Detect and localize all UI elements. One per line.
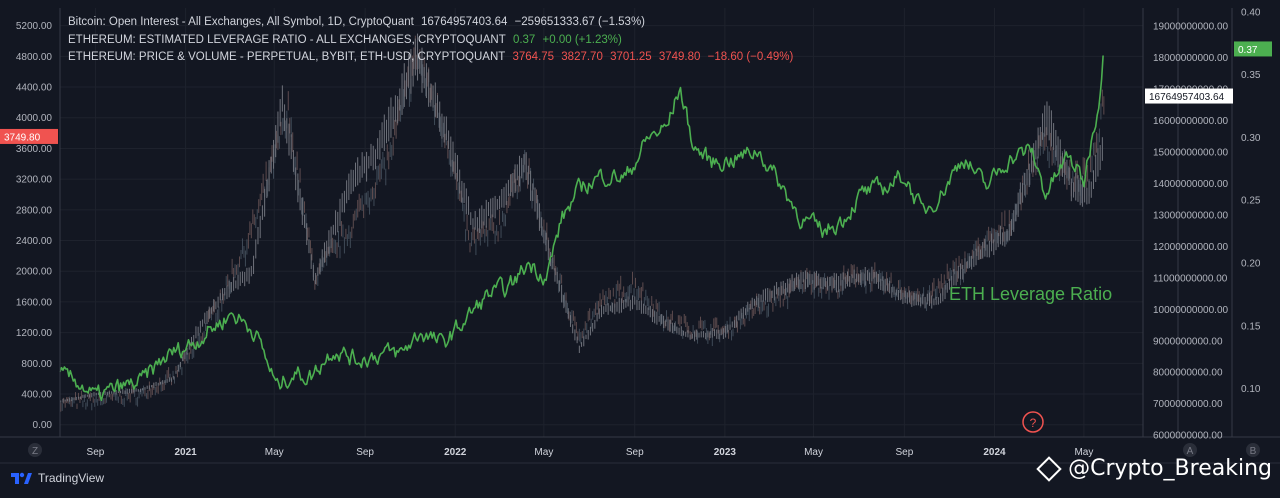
x-axis-tick-label: May: [265, 447, 284, 458]
leverage-ratio-line: [59, 55, 1104, 402]
legend-price-open: 3764.75: [512, 51, 555, 63]
leverage-current-badge-box: [1234, 41, 1272, 57]
open-interest-axis-tick-label: 11000000000.00: [1153, 273, 1228, 284]
legend-price-low: 3701.25: [610, 51, 652, 63]
legend-oi-value: 16764957403.64: [421, 16, 508, 28]
open-interest-axis-tick-label: 19000000000.00: [1153, 22, 1229, 33]
x-axis-tick-label: Sep: [87, 447, 105, 458]
price-axis-tick-label: 800.00: [21, 359, 52, 370]
price-axis-tick-label: 3200.00: [16, 175, 53, 186]
tradingview-brand-label: TradingView: [38, 471, 105, 485]
price-axis-tick-label: 5200.00: [16, 21, 53, 32]
price-current-badge-text: 3749.80: [4, 132, 41, 143]
tradingview-logo-icon: [11, 472, 32, 484]
right-axis-button-a-label: A: [1187, 446, 1194, 457]
open-interest-axis-tick-label: 15000000000.00: [1153, 148, 1229, 159]
open-interest-axis-tick-label: 13000000000.00: [1153, 210, 1229, 221]
legend-lev-value: 0.37: [512, 33, 536, 46]
x-axis-tick-label: 2024: [983, 447, 1006, 458]
price-axis-tick-label: 2000.00: [16, 267, 53, 278]
price-axis-tick-label: 1600.00: [16, 297, 53, 308]
x-axis-tick-label: Sep: [626, 447, 644, 458]
leverage-axis-tick-label: 0.15: [1241, 321, 1261, 332]
badge-layer: 3749.80 16764957403.64 0.37: [0, 41, 1272, 144]
leverage-axis-tick-label: 0.30: [1241, 133, 1261, 144]
leverage-axis-tick-label: 0.40: [1241, 7, 1261, 18]
left-axis-scale-button[interactable]: Z: [28, 443, 42, 457]
open-interest-current-badge-box: [1145, 88, 1233, 104]
x-axis-tick-label: 2023: [714, 447, 737, 458]
diamond-logo-icon: [1036, 455, 1062, 482]
x-axis-tick-label: May: [804, 447, 823, 458]
price-axis-tick-label: 4400.00: [16, 83, 53, 94]
price-axis-tick-label: 4800.00: [16, 52, 53, 63]
price-axis-tick-label: 1200.00: [16, 328, 53, 339]
legend-row-leverage[interactable]: ETHEREUM: ESTIMATED LEVERAGE RATIO - ALL…: [68, 32, 797, 50]
leverage-current-badge-text: 0.37: [1238, 45, 1258, 56]
price-axis-tick-label: 3600.00: [16, 144, 53, 155]
help-icon-glyph: ?: [1030, 416, 1037, 430]
price-axis-tick-label: 2800.00: [16, 205, 53, 216]
open-interest-axis-tick-label: 7000000000.00: [1153, 399, 1223, 410]
open-interest-layer: [60, 35, 1105, 412]
chart-legend: Bitcoin: Open Interest - All Exchanges, …: [68, 14, 797, 67]
x-axis-tick-label: Sep: [356, 447, 374, 458]
legend-oi-change: −259651333.67 (−1.53%): [514, 16, 646, 28]
x-axis-tick-label: May: [1074, 447, 1093, 458]
x-axis-tick-label: Sep: [895, 447, 913, 458]
leverage-axis-tick-label: 0.25: [1241, 196, 1261, 207]
legend-row-open-interest[interactable]: Bitcoin: Open Interest - All Exchanges, …: [68, 14, 797, 32]
legend-lev-label: ETHEREUM: ESTIMATED LEVERAGE RATIO - ALL…: [68, 33, 506, 46]
open-interest-current-badge-text: 16764957403.64: [1149, 92, 1225, 103]
legend-price-label: ETHEREUM: PRICE & VOLUME - PERPETUAL, BY…: [68, 51, 506, 63]
open-interest-axis-tick-label: 12000000000.00: [1153, 242, 1229, 253]
price-axis-tick-label: 0.00: [33, 420, 53, 431]
open-interest-axis-tick-label: 14000000000.00: [1153, 179, 1229, 190]
legend-price-high: 3827.70: [561, 51, 603, 63]
open-interest-axis-tick-label: 8000000000.00: [1153, 368, 1223, 379]
right-axis-b-button[interactable]: B: [1246, 443, 1260, 457]
leverage-layer: [59, 55, 1104, 402]
right-axis-auto-button[interactable]: A: [1183, 443, 1197, 457]
axis-layer: 0.00 400.00 800.00 1200.00 1600.00 2000.00 240…: [0, 7, 1280, 464]
watermark-text: @Crypto_Breaking: [1068, 456, 1272, 481]
legend-oi-label: Bitcoin: Open Interest - All Exchanges, …: [68, 16, 414, 28]
legend-price-close: 3749.80: [658, 51, 701, 63]
x-axis-tick-label: 2022: [444, 447, 467, 458]
open-interest-axis-tick-label: 18000000000.00: [1153, 53, 1229, 64]
watermark: @Crypto_Breaking: [1036, 455, 1272, 482]
leverage-axis-tick-label: 0.10: [1241, 384, 1261, 395]
price-axis-tick-label: 4000.00: [16, 113, 53, 124]
price-axis-tick-label: 2400.00: [16, 236, 53, 247]
right-axis-button-b-label: B: [1250, 446, 1257, 457]
legend-row-price[interactable]: ETHEREUM: PRICE & VOLUME - PERPETUAL, BY…: [68, 49, 797, 67]
grid-layer: [60, 8, 1143, 437]
x-axis-tick-label: May: [534, 447, 553, 458]
price-layer: [60, 33, 1103, 403]
open-interest-axis-tick-label: 16000000000.00: [1153, 116, 1229, 127]
price-axis-tick-label: 400.00: [21, 390, 52, 401]
help-icon[interactable]: ?: [1022, 411, 1044, 433]
legend-price-change: −18.60 (−0.49%): [707, 51, 794, 63]
open-interest-axis-tick-label: 10000000000.00: [1153, 305, 1229, 316]
x-axis-tick-label: 2021: [174, 447, 197, 458]
open-interest-axis-tick-label: 9000000000.00: [1153, 336, 1223, 347]
leverage-axis-tick-label: 0.20: [1241, 259, 1261, 270]
leverage-axis-tick-label: 0.35: [1241, 70, 1261, 81]
price-current-badge-box: [0, 128, 58, 144]
tradingview-brand[interactable]: TradingView: [10, 468, 104, 488]
left-axis-button-label: Z: [32, 446, 38, 457]
open-interest-axis-tick-label: 6000000000.00: [1153, 431, 1223, 442]
legend-lev-change: +0.00 (+1.23%): [542, 33, 622, 46]
eth-leverage-annotation: ETH Leverage Ratio: [949, 284, 1112, 304]
